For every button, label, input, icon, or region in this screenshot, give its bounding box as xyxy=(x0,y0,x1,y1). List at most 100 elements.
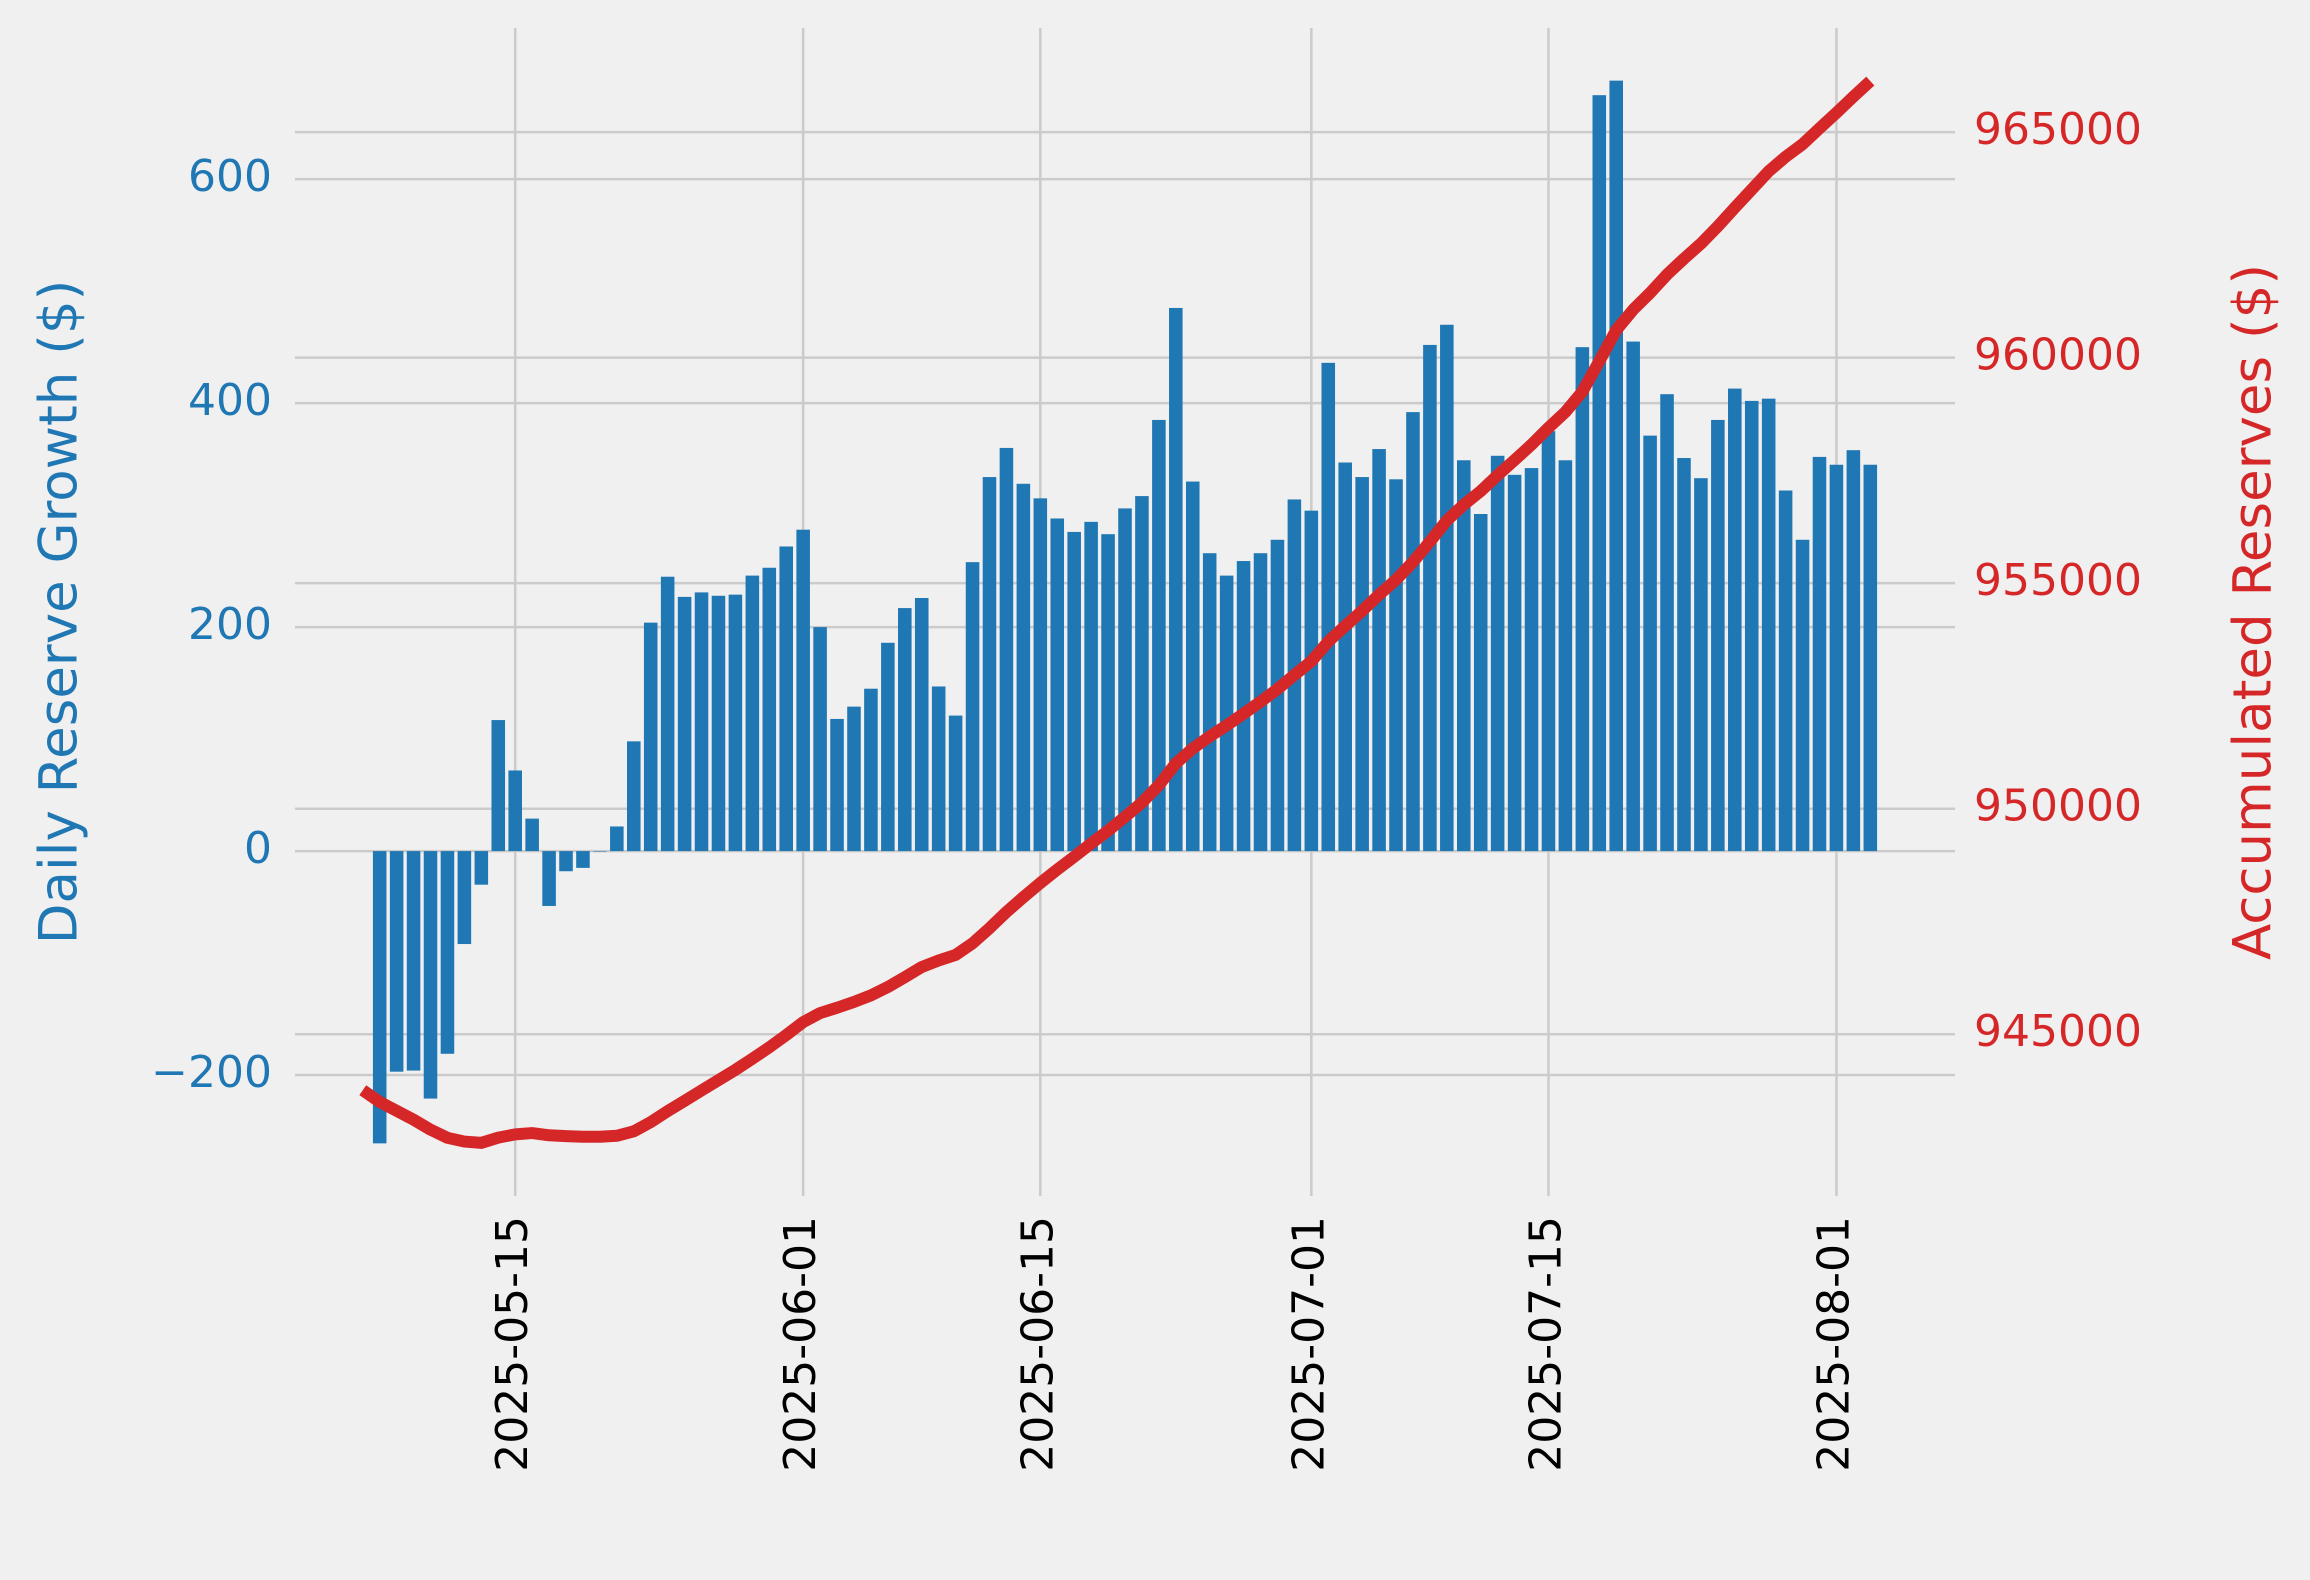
bar xyxy=(1677,458,1691,852)
bar xyxy=(1423,344,1437,852)
bar xyxy=(1744,400,1759,852)
bar xyxy=(1660,394,1674,852)
bar xyxy=(830,718,844,852)
bar xyxy=(1473,514,1488,852)
bar xyxy=(1490,455,1505,852)
bar xyxy=(931,686,946,852)
bar xyxy=(1050,518,1065,852)
bar xyxy=(1863,464,1878,852)
bar xyxy=(1236,561,1251,852)
bar xyxy=(389,851,404,1072)
y-tick-label: 600 xyxy=(188,151,272,202)
bar xyxy=(559,851,573,872)
bar xyxy=(1321,362,1336,852)
bar xyxy=(1507,474,1522,852)
bar xyxy=(1778,490,1793,852)
bar xyxy=(1152,419,1166,852)
bar xyxy=(1728,388,1742,852)
x-tick-label: 2025-06-01 xyxy=(775,1216,826,1472)
x-tick-label: 2025-07-01 xyxy=(1283,1216,1334,1472)
bar xyxy=(576,851,590,868)
bar xyxy=(1355,477,1369,852)
x-tick-label: 2025-08-01 xyxy=(1808,1216,1859,1472)
bar xyxy=(914,598,929,852)
bar xyxy=(457,851,472,945)
bar xyxy=(982,477,997,852)
bar xyxy=(1457,460,1471,852)
bar xyxy=(440,851,455,1054)
labels: 2025-05-15 2025-06-01 2025-06-15 2025-07-01… xyxy=(151,104,2142,1472)
bar xyxy=(1118,508,1132,852)
bar xyxy=(1219,575,1234,852)
bar xyxy=(508,770,522,852)
bar xyxy=(796,529,810,852)
bar xyxy=(1389,479,1403,852)
bar xyxy=(762,567,777,852)
bar xyxy=(1033,498,1048,852)
bar xyxy=(1185,481,1200,852)
bar xyxy=(1101,534,1115,852)
y2-axis-label: Accumulated Reserves ($) xyxy=(2223,264,2284,960)
bar xyxy=(1202,553,1217,852)
bar xyxy=(1135,496,1149,852)
bar xyxy=(999,447,1014,852)
bar xyxy=(779,546,793,852)
y2-tick-label: 945000 xyxy=(1974,1006,2142,1057)
bar xyxy=(881,642,895,852)
bar xyxy=(593,851,607,852)
x-tick-label: 2025-06-15 xyxy=(1012,1216,1063,1472)
y-tick-label: −200 xyxy=(151,1047,272,1098)
y-axis-label: Daily Reserve Growth ($) xyxy=(29,280,90,945)
y2-tick-label: 950000 xyxy=(1974,781,2142,832)
bar xyxy=(372,851,387,1144)
bar xyxy=(610,826,624,852)
y2-tick-label: 965000 xyxy=(1974,104,2142,155)
bar xyxy=(627,741,641,852)
bar xyxy=(745,575,760,852)
bar xyxy=(1558,460,1573,852)
bar xyxy=(1626,341,1640,852)
bar xyxy=(474,851,489,885)
y-tick-label: 400 xyxy=(188,375,272,426)
y2-tick-label: 960000 xyxy=(1974,330,2142,381)
bar xyxy=(1016,483,1031,852)
bar xyxy=(1169,307,1183,852)
bar xyxy=(1694,478,1708,852)
x-tick-label: 2025-07-15 xyxy=(1520,1216,1571,1472)
bar xyxy=(813,627,827,852)
y2-tick-label: 955000 xyxy=(1974,555,2142,606)
bar xyxy=(1575,347,1590,852)
y-tick-label: 200 xyxy=(188,599,272,650)
bar xyxy=(1829,464,1844,852)
line xyxy=(359,76,1875,1149)
bar xyxy=(1643,435,1657,852)
bar xyxy=(728,594,743,852)
bar xyxy=(1846,450,1861,852)
bar xyxy=(1541,431,1556,852)
bar xyxy=(1067,531,1081,852)
bar xyxy=(423,851,438,1099)
marks xyxy=(359,76,1878,1149)
bar xyxy=(1812,456,1827,852)
bar xyxy=(711,595,726,852)
bar xyxy=(864,688,878,852)
bar xyxy=(1711,419,1725,852)
bar xyxy=(1761,398,1776,852)
bar xyxy=(898,608,912,852)
bar xyxy=(965,562,980,852)
bar xyxy=(1609,80,1623,852)
bar xyxy=(1592,95,1607,852)
bar xyxy=(1406,412,1420,852)
y-tick-label: 0 xyxy=(244,823,272,874)
bar xyxy=(1440,324,1454,852)
bar xyxy=(525,818,539,852)
bar xyxy=(1084,521,1098,852)
x-tick-label: 2025-05-15 xyxy=(487,1216,538,1472)
bar xyxy=(948,715,963,852)
bar xyxy=(406,851,421,1071)
bar xyxy=(643,622,658,852)
bar xyxy=(1795,539,1810,852)
bar xyxy=(542,851,556,906)
